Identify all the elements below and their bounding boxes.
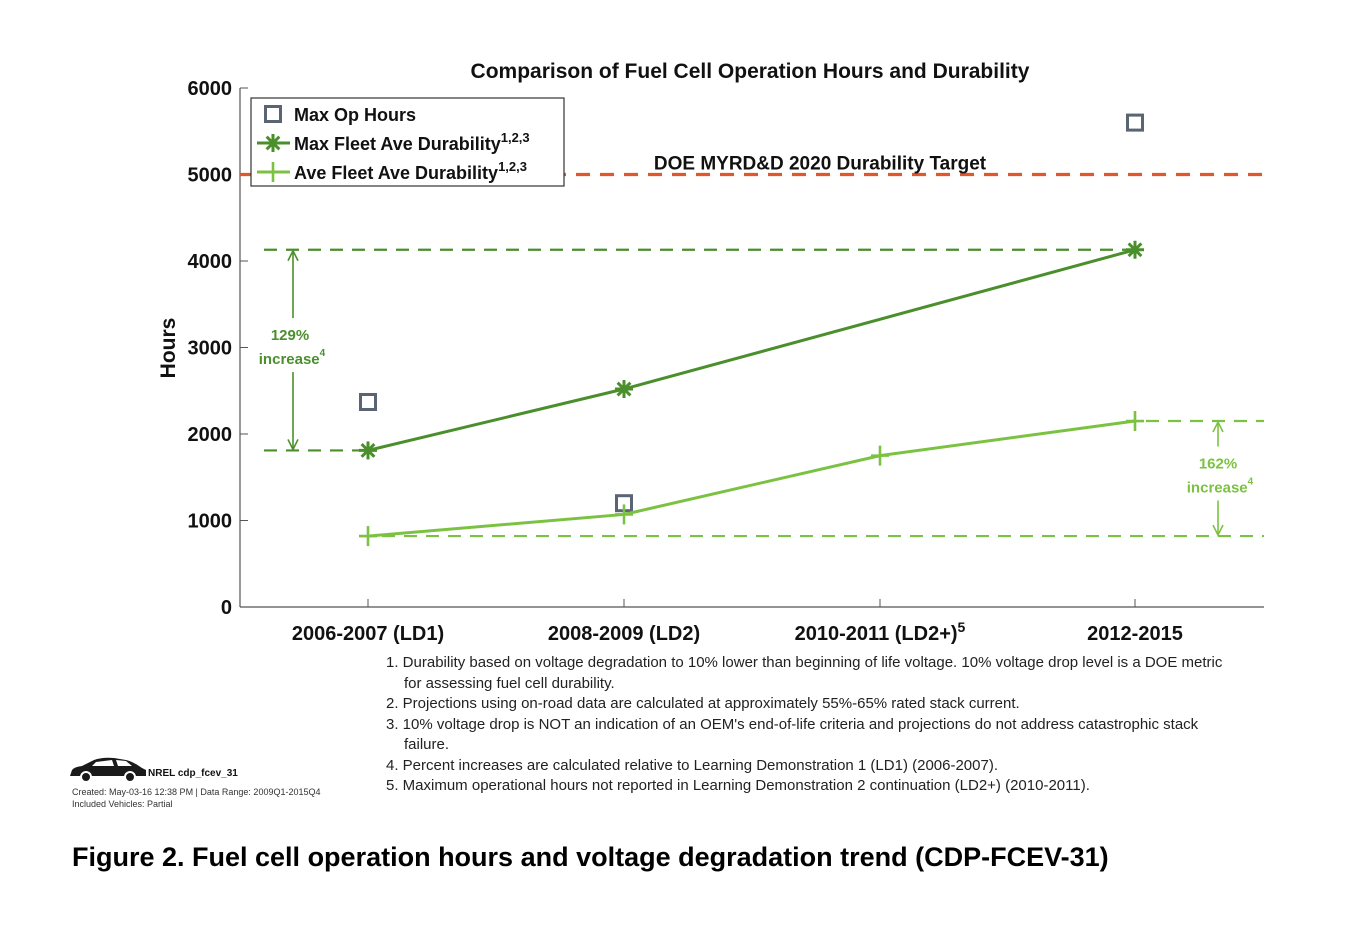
series-1-point-0-stroke <box>360 443 376 458</box>
legend-marker-0 <box>264 105 282 123</box>
series-1-point-3 <box>1126 240 1144 259</box>
series-2-point-1 <box>615 504 633 525</box>
legend-label-2: Ave Fleet Ave Durability1,2,3 <box>294 159 527 183</box>
increase-percent-0: 129% <box>271 327 309 344</box>
y-tick-label-6: 6000 <box>188 78 233 100</box>
source-meta: Created: May-03-16 12:38 PM | Data Range… <box>72 786 320 810</box>
series-line-1 <box>367 248 1136 452</box>
series-0-point-3 <box>1126 113 1144 132</box>
footnote-1: 1. Durability based on voltage degradati… <box>386 654 1223 692</box>
x-tick-label-0: 2006-2007 (LD1) <box>292 623 444 645</box>
y-tick-label-4: 4000 <box>188 251 233 273</box>
footnotes: 1. Durability based on voltage degradati… <box>386 653 1226 797</box>
source-vehicles: Included Vehicles: Partial <box>72 799 173 809</box>
footnote-5: 5. Maximum operational hours not reporte… <box>386 777 1090 794</box>
legend-marker-1-stroke <box>265 135 281 151</box>
figure-caption: Figure 2. Fuel cell operation hours and … <box>72 842 1109 872</box>
increase-label-0: increase4 <box>259 348 326 368</box>
series-1-point-3-stroke <box>1127 242 1143 258</box>
nrel-source-block: NREL cdp_fcev_31 Created: May-03-16 12:3… <box>68 756 388 816</box>
series-2-point-3 <box>1126 411 1144 432</box>
series-1-point-0 <box>359 441 377 460</box>
series-0-point-0 <box>359 392 377 411</box>
car-icon <box>70 757 146 783</box>
footnote-4: 4. Percent increases are calculated rela… <box>386 756 998 774</box>
footnote-2: 2. Projections using on-road data are ca… <box>386 695 1020 712</box>
source-created: Created: May-03-16 12:38 PM | Data Range… <box>72 787 321 797</box>
x-tick-label-1: 2008-2009 (LD2) <box>548 623 700 645</box>
legend: Max Op Hours Max Fleet Ave Durability1,2,… <box>250 97 565 187</box>
increase-label-1: increase4 <box>1187 477 1254 497</box>
y-tick-label-2: 2000 <box>188 424 233 446</box>
y-tick-label-0: 0 <box>221 597 232 619</box>
increase-percent-1: 162% <box>1199 456 1237 473</box>
chart-title: Comparison of Fuel Cell Operation Hours … <box>471 60 1030 83</box>
increase-arrowhead-up-1 <box>1212 420 1224 433</box>
increase-arrowhead-down-1 <box>1212 524 1224 537</box>
y-tick-label-1: 1000 <box>188 511 233 533</box>
y-axis-label: Hours <box>157 318 180 379</box>
series-2-point-0 <box>359 526 377 547</box>
increase-arrowhead-up-0 <box>287 248 299 262</box>
legend-marker-1 <box>264 134 282 152</box>
legend-label-1: Max Fleet Ave Durability1,2,3 <box>294 130 530 154</box>
target-line-label: DOE MYRD&D 2020 Durability Target <box>654 154 987 175</box>
y-tick-label-5: 5000 <box>188 165 233 187</box>
series-1-point-1-stroke <box>616 381 632 397</box>
legend-label-0: Max Op Hours <box>294 105 416 125</box>
x-tick-label-2: 2010-2011 (LD2+)5 <box>795 619 966 645</box>
source-title: NREL cdp_fcev_31 <box>148 768 238 779</box>
chart-svg: Comparison of Fuel Cell Operation Hours … <box>157 60 1264 645</box>
series-line-2 <box>367 419 1136 538</box>
y-tick-label-3: 3000 <box>188 338 233 360</box>
legend-marker-2 <box>264 162 282 182</box>
increase-arrowhead-down-0 <box>287 439 299 452</box>
series-2-point-2 <box>871 445 889 466</box>
x-tick-label-3: 2012-2015 <box>1087 623 1183 645</box>
footnote-3: 3. 10% voltage drop is NOT an indication… <box>386 715 1199 754</box>
series-1-point-1 <box>615 380 633 399</box>
legend-box <box>250 97 565 187</box>
